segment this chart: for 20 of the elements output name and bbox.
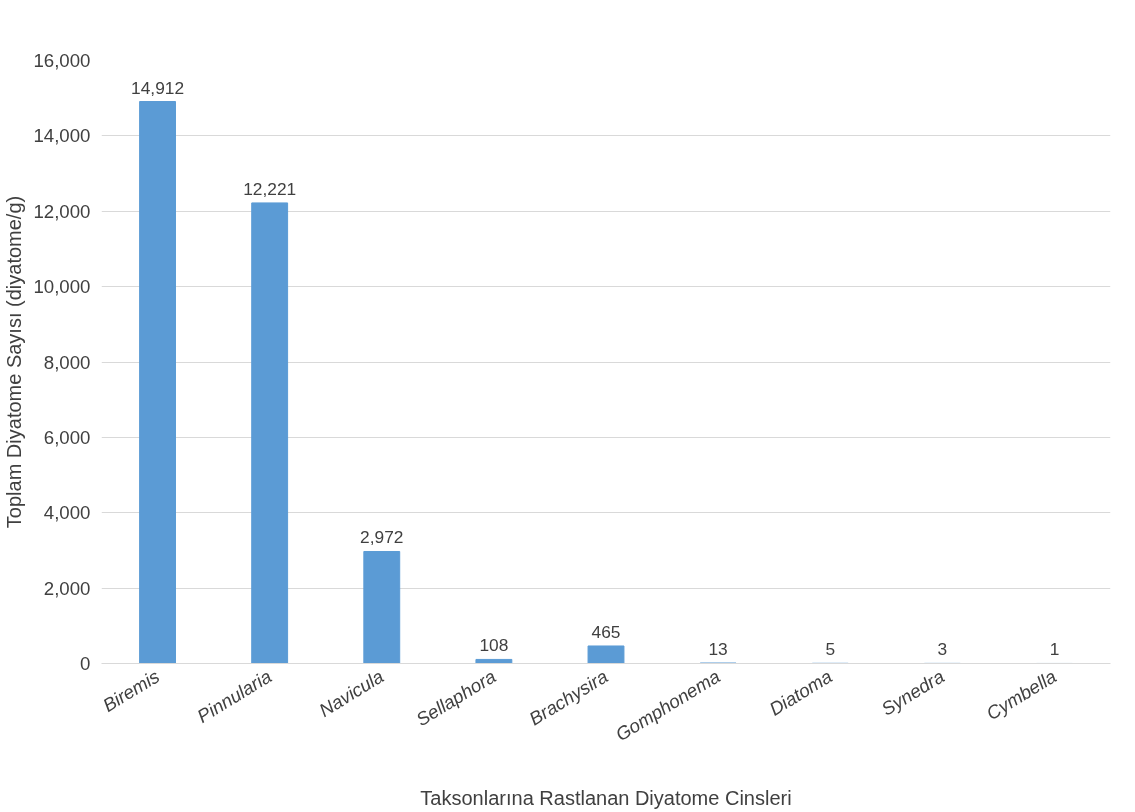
data-label: 1	[1049, 639, 1060, 660]
data-label: 2,972	[360, 527, 404, 548]
data-label: 465	[591, 621, 621, 642]
y-tick-label: 16,000	[33, 50, 91, 71]
y-tick-label: 14,000	[33, 125, 91, 147]
y-tick-label: 10,000	[33, 276, 91, 298]
y-tick-label: 4,000	[43, 502, 91, 524]
data-label: 14,912	[131, 77, 185, 98]
data-label: 13	[708, 639, 728, 660]
y-tick-label: 12,000	[33, 200, 91, 222]
y-tick-label: 2,000	[43, 577, 91, 599]
y-tick-label: 0	[80, 653, 91, 674]
y-tick-label: 8,000	[43, 351, 91, 373]
data-label: 3	[937, 639, 948, 660]
y-tick-label: 6,000	[43, 426, 91, 448]
x-axis-title: Taksonlarına Rastlanan Diyatome Cinsleri	[420, 787, 792, 810]
y-axis-title: Toplam Diyatome Sayısı (diyatome/g)	[3, 195, 26, 529]
data-label: 5	[825, 639, 836, 660]
data-label: 108	[479, 635, 509, 656]
data-label: 12,221	[243, 178, 297, 199]
